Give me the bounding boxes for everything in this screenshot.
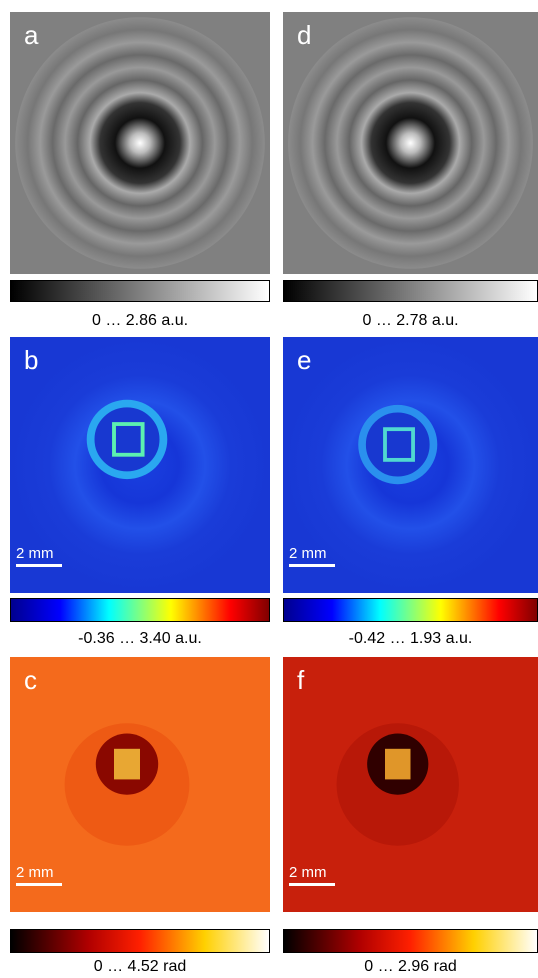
colorbar <box>283 929 538 953</box>
scale-bar: 2 mm <box>289 545 335 567</box>
panel-image: e 2 mm <box>283 337 538 593</box>
colorbar-caption: -0.42 … 1.93 a.u. <box>283 630 538 648</box>
colorbar <box>283 598 538 622</box>
panel-image: f 2 mm <box>283 657 538 912</box>
colorbar <box>10 929 270 953</box>
colorbar-caption: 0 … 2.96 rad <box>283 958 538 976</box>
panel-label: e <box>297 345 311 376</box>
colorbar-caption: 0 … 4.52 rad <box>10 958 270 976</box>
colorbar-caption: 0 … 2.78 a.u. <box>283 312 538 330</box>
colorbar <box>283 280 538 302</box>
panel-label: f <box>297 665 304 696</box>
panel-image: a <box>10 12 270 274</box>
scale-bar-label: 2 mm <box>16 864 62 881</box>
scale-bar: 2 mm <box>16 864 62 886</box>
panel-label: c <box>24 665 37 696</box>
scale-bar-label: 2 mm <box>289 864 335 881</box>
figure: a 0 … 2.86 a.u. b 2 mm -0.36 … 3.40 a.u.… <box>0 0 538 978</box>
colorbar-caption: 0 … 2.86 a.u. <box>10 312 270 330</box>
panel-image: c 2 mm <box>10 657 270 912</box>
scale-bar-label: 2 mm <box>289 545 335 562</box>
colorbar <box>10 598 270 622</box>
panel-label: d <box>297 20 311 51</box>
scale-bar-label: 2 mm <box>16 545 62 562</box>
scale-bar: 2 mm <box>289 864 335 886</box>
panel-label: b <box>24 345 38 376</box>
panel-label: a <box>24 20 38 51</box>
panel-image: d <box>283 12 538 274</box>
colorbar <box>10 280 270 302</box>
scale-bar: 2 mm <box>16 545 62 567</box>
colorbar-caption: -0.36 … 3.40 a.u. <box>10 630 270 648</box>
panel-image: b 2 mm <box>10 337 270 593</box>
